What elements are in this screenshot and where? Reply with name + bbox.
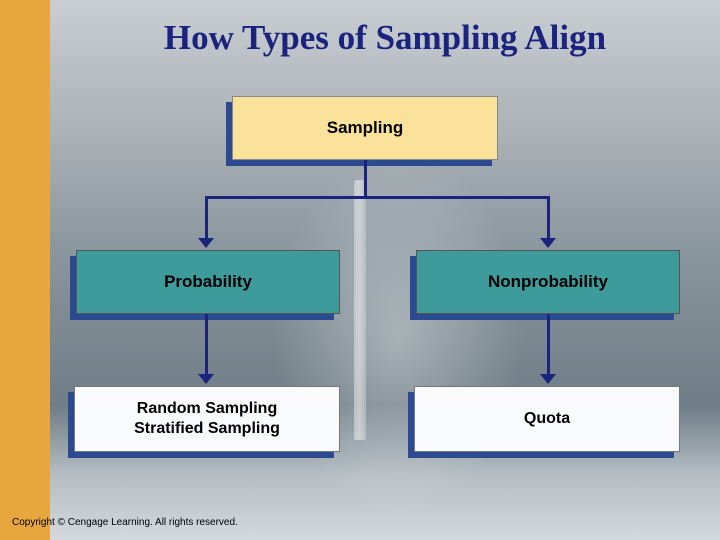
arrow-root-left-drop [205,196,208,240]
arrow-root-right-drop [547,196,550,240]
arrow-left-down-head [198,374,214,384]
box-quota-label: Quota [524,410,570,428]
arrow-root-right-head [540,238,556,248]
box-probability-label: Probability [164,272,252,292]
box-stratified-label: Stratified Sampling [134,419,280,439]
arrow-root-stem [364,160,367,198]
arrow-left-down [205,314,208,376]
box-random-stratified: Random Sampling Stratified Sampling [74,386,340,452]
sidebar-accent [0,0,50,540]
box-root-label: Sampling [327,118,404,138]
arrow-right-down-head [540,374,556,384]
box-quota: Quota [414,386,680,452]
arrow-root-hbar [205,196,550,199]
arrow-root-left-head [198,238,214,248]
background-turbine-tower [354,180,366,440]
arrow-right-down [547,314,550,376]
box-root: Sampling [232,96,498,160]
slide-title: How Types of Sampling Align [70,18,700,58]
box-nonprobability: Nonprobability [416,250,680,314]
box-nonprobability-label: Nonprobability [488,272,608,292]
copyright-text: Copyright © Cengage Learning. All rights… [12,517,238,528]
box-random-label: Random Sampling [137,399,277,419]
slide: How Types of Sampling Align Sampling Pro… [0,0,720,540]
box-probability: Probability [76,250,340,314]
